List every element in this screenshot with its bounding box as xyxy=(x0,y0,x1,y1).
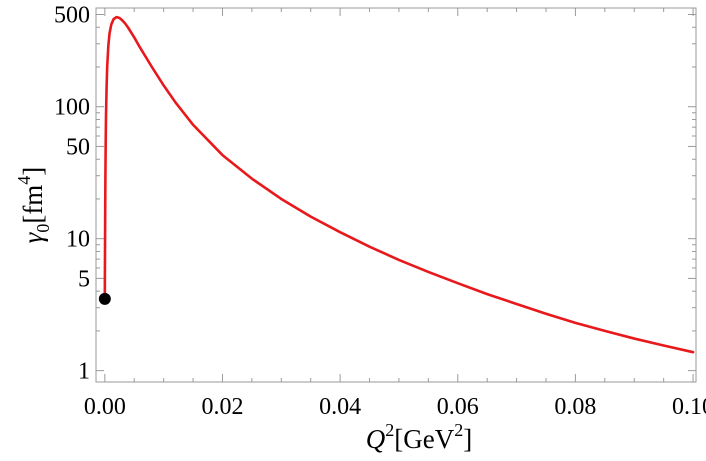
y-tick-label: 500 xyxy=(54,2,90,28)
x-axis-label-var: Q xyxy=(366,424,386,454)
major-ticks xyxy=(96,8,696,382)
plot-frame-rect xyxy=(95,7,697,383)
y-tick-label: 10 xyxy=(66,227,90,253)
x-tick-label: 0.08 xyxy=(554,394,596,420)
y-tick-labels: 1 5 10 50 100 500 xyxy=(54,2,90,384)
x-axis-label-suffix: ] xyxy=(463,424,472,454)
y-tick-label: 50 xyxy=(66,134,90,160)
x-tick-label: 0.06 xyxy=(437,394,479,420)
x-axis-label-sup: 2 xyxy=(385,420,394,440)
x-axis-label: Q2[GeV2] xyxy=(366,420,472,454)
data-point-0 xyxy=(98,292,111,305)
x-tick-label: 0.00 xyxy=(84,394,126,420)
point-layer xyxy=(98,292,111,305)
series-layer xyxy=(103,15,695,354)
y-tick-label: 5 xyxy=(78,266,90,292)
x-tick-label: 0.10 xyxy=(672,394,706,420)
x-axis-label-unit-sup: 2 xyxy=(454,420,463,440)
y-axis-label-unit-sup: 4 xyxy=(14,176,34,185)
x-axis-label-unit: [GeV xyxy=(394,424,454,454)
x-tick-label: 0.02 xyxy=(201,394,243,420)
y-axis-label-var: γ xyxy=(18,231,48,243)
y-axis-label-unit: [fm xyxy=(18,185,48,224)
plot-frame xyxy=(95,7,697,383)
y-axis-label-suffix: ] xyxy=(18,167,48,176)
minor-ticks xyxy=(96,8,696,382)
y-axis-label: γ0[fm4] xyxy=(14,167,53,244)
x-tick-labels: 0.00 0.02 0.04 0.06 0.08 0.10 xyxy=(84,394,706,420)
y-axis-label-sub: 0 xyxy=(33,224,53,233)
y-tick-label: 100 xyxy=(54,95,90,121)
x-tick-label: 0.04 xyxy=(319,394,361,420)
series-line-0 xyxy=(103,15,695,354)
y-tick-label: 1 xyxy=(78,359,90,385)
